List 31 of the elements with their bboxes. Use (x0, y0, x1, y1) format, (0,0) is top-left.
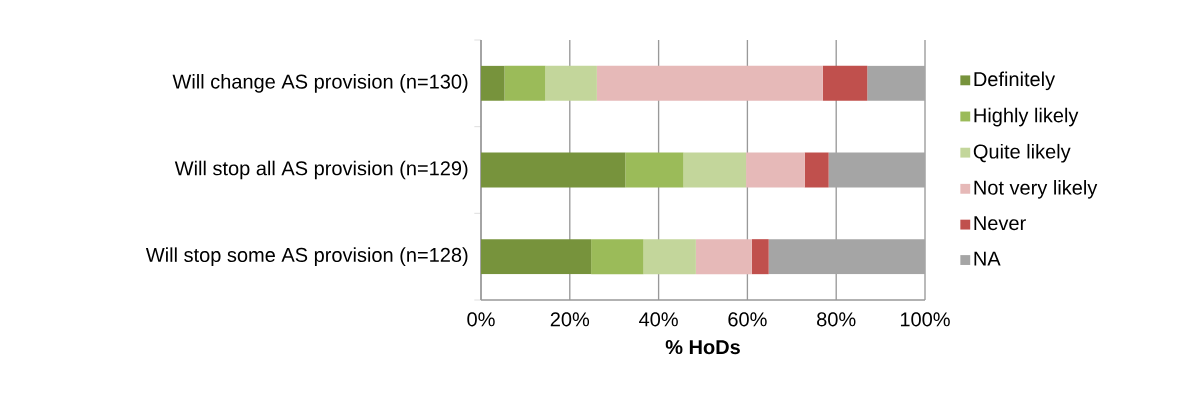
legend-label: Quite likely (973, 143, 1071, 163)
bar (751, 239, 769, 275)
bar (804, 152, 829, 188)
y-tick-label: Will stop all AS provision (n=129) (174, 160, 468, 180)
bar (481, 152, 626, 188)
bar (695, 239, 752, 275)
x-tick-label: 60% (728, 312, 767, 327)
legend-label: Not very likely (974, 180, 1098, 199)
x-tick-label: 80% (817, 312, 856, 327)
bar (596, 65, 823, 101)
y-tick-label: Will stop some AS provision (n=128) (145, 247, 468, 266)
bar (643, 239, 696, 275)
x-tick-label: 40% (639, 312, 678, 327)
legend-label: Definitely (974, 71, 1056, 91)
bar (746, 152, 805, 188)
bar (591, 239, 644, 275)
bar (545, 65, 597, 101)
x-axis-title: % HoDs (665, 340, 740, 355)
x-tick-label: 0% (467, 312, 495, 327)
bar (822, 65, 868, 101)
bar (504, 65, 546, 101)
bar (683, 152, 747, 188)
x-tick-label: 20% (550, 312, 590, 327)
x-tick-label: 100% (900, 312, 950, 327)
legend-label: Highly likely (974, 107, 1079, 127)
bar (481, 239, 592, 275)
legend-label: NA (974, 251, 1001, 266)
y-tick-label: Will change AS provision (n=130) (172, 74, 468, 93)
legend-label: Never (974, 216, 1026, 231)
bar (481, 65, 505, 101)
bar (625, 152, 684, 188)
